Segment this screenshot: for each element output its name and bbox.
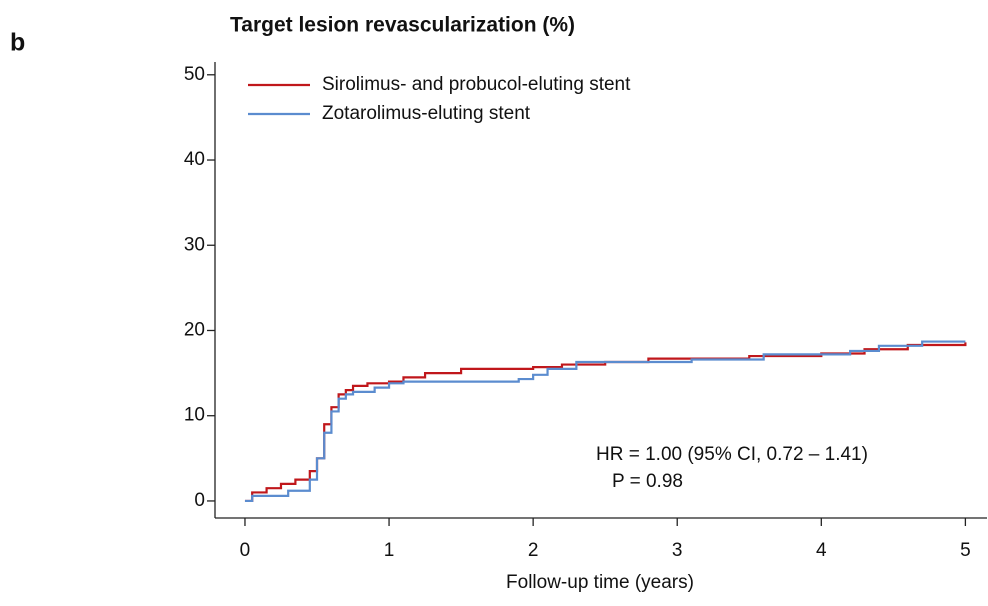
annotation: HR = 1.00 (95% CI, 0.72 – 1.41) [596,444,868,465]
y-tick-label: 30 [184,234,205,255]
legend-label: Sirolimus- and probucol-eluting stent [322,74,631,95]
km-curve [244,342,967,503]
x-tick-label: 5 [960,540,971,561]
x-tick-label: 3 [672,540,683,561]
km-curve [244,340,966,503]
x-tick-label: 2 [528,540,539,561]
panel-label: b [10,29,25,57]
legend-label: Zotarolimus-eluting stent [322,103,531,124]
x-tick-label: 0 [240,540,251,561]
y-tick-label: 50 [184,64,205,85]
y-tick-label: 10 [184,405,205,426]
x-tick-label: 1 [384,540,395,561]
y-tick-label: 20 [184,320,205,341]
y-tick-label: 40 [184,149,205,170]
x-tick-label: 4 [816,540,827,561]
chart-title: Target lesion revascularization (%) [230,14,575,37]
annotation: P = 0.98 [612,471,683,492]
y-tick-label: 0 [194,490,205,511]
x-axis-label: Follow-up time (years) [506,572,694,593]
